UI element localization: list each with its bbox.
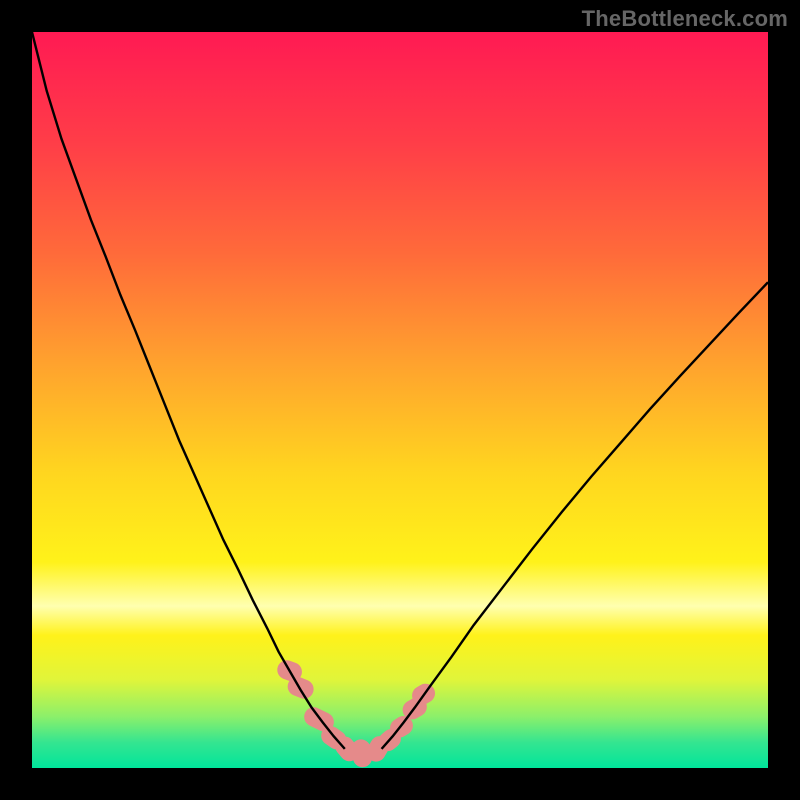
bottleneck-chart xyxy=(32,32,768,768)
watermark-text: TheBottleneck.com xyxy=(582,6,788,32)
chart-svg xyxy=(32,32,768,768)
